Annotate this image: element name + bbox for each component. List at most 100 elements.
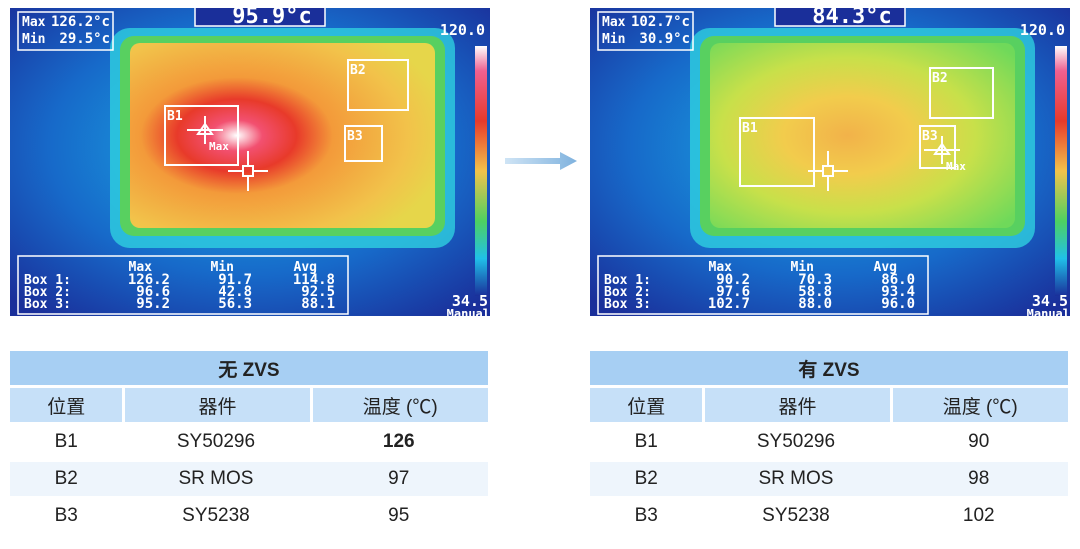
cell: 无 ZVS <box>10 351 488 385</box>
cell: B2 <box>590 462 703 496</box>
max-value: 126.2°c <box>51 14 110 30</box>
cell: 器件 <box>702 388 890 422</box>
cell: 90 <box>968 431 990 452</box>
row: 无 ZVS <box>10 351 488 385</box>
stats-header: Max <box>129 260 153 275</box>
stats-cell: 114.8 <box>293 272 335 288</box>
cell: B1 <box>634 431 658 452</box>
mode: Manual <box>1027 307 1070 316</box>
cell: 102 <box>962 505 995 526</box>
min-value: 30.9°c <box>639 31 690 47</box>
row: B1 SY50296 126 <box>10 425 488 459</box>
max-label: Max <box>22 15 46 30</box>
scale-bottom: 34.5 <box>1032 292 1068 310</box>
cell: SY50296 <box>176 431 256 452</box>
cell: SY5238 <box>762 505 830 526</box>
stats-cell: 90.2 <box>716 272 750 288</box>
stats-header: Avg <box>874 260 897 275</box>
max-label: Max <box>602 15 626 30</box>
box-label: B2 <box>932 71 948 86</box>
stats-cell: Box 3: <box>24 297 71 312</box>
max-marker <box>924 136 960 164</box>
row: B3 SY5238 95 <box>10 499 488 533</box>
measure-box <box>739 117 815 187</box>
row: 位置 器件 温度 (℃) <box>10 388 488 422</box>
cell: 98 <box>889 462 1068 496</box>
mode: Manual <box>447 307 490 316</box>
crosshair-box <box>822 165 834 177</box>
cell: B3 <box>634 505 658 526</box>
box-label: B3 <box>347 129 363 144</box>
thermal-svg: B1 B2 B3 Max Max 102.7°c Min 30.9°c 84.3°c 120.0 3… <box>590 3 1070 321</box>
stats-header: Min <box>791 260 814 275</box>
stats-cell: Box 1: <box>604 273 651 288</box>
stats-cell: Box 2: <box>24 285 71 300</box>
stats-cell: 126.2 <box>128 272 170 288</box>
stats-cell: 92.5 <box>301 284 335 300</box>
scale-top: 120.0 <box>440 21 485 39</box>
thermal-svg: B1 B2 B3 Max Max 126.2°c Min 29.5°c 95.9°c 120.0 3… <box>10 3 490 321</box>
stats-cell: 42.8 <box>218 284 252 300</box>
crosshair-box <box>242 165 254 177</box>
row: 有 ZVS <box>590 351 1068 385</box>
cell: SY5238 <box>182 505 250 526</box>
stats-cell: 88.1 <box>301 296 335 312</box>
box-label: B1 <box>167 109 183 124</box>
stats-header: Min <box>211 260 234 275</box>
stats-cell: Box 1: <box>24 273 71 288</box>
stats-cell: 96.6 <box>136 284 170 300</box>
box-label: B2 <box>350 63 366 78</box>
box-label: B3 <box>922 129 938 144</box>
stats-cell: 97.6 <box>716 284 750 300</box>
cell: B2 <box>10 462 123 496</box>
crosshair <box>808 151 848 191</box>
max-marker-label: Max <box>946 160 966 173</box>
scale-bottom: 34.5 <box>452 292 488 310</box>
min-value: 29.5°c <box>59 31 110 47</box>
cell: 有 ZVS <box>590 351 1068 385</box>
stats-cell: 58.8 <box>798 284 832 300</box>
measure-box <box>929 67 994 119</box>
crosshair <box>228 151 268 191</box>
cell: SR MOS <box>702 462 890 496</box>
stats-cell: 96.0 <box>881 296 915 312</box>
box-label: B1 <box>742 121 758 136</box>
cell: 器件 <box>122 388 310 422</box>
stats-cell: Box 2: <box>604 285 651 300</box>
arrow <box>505 152 577 170</box>
center-temp: 95.9°c <box>232 8 311 29</box>
table: 有 ZVS 位置 器件 温度 (℃) B1 SY50296 90 B2 SR MOS 98 B3 SY… <box>590 348 1068 536</box>
stats-cell: 86.0 <box>881 272 915 288</box>
cell: SR MOS <box>122 462 310 496</box>
center-temp: 84.3°c <box>812 8 891 29</box>
stats-header: Max <box>709 260 733 275</box>
row: B3 SY5238 102 <box>590 499 1068 533</box>
cell: 126 <box>382 431 415 452</box>
cell: 位置 <box>10 388 123 422</box>
min-label: Min <box>22 32 45 47</box>
measure-box <box>919 125 956 169</box>
stats-cell: 88.0 <box>798 296 832 312</box>
row: B2 SR MOS 98 <box>590 462 1068 496</box>
stats-cell: 102.7 <box>708 296 750 312</box>
measure-box <box>344 125 383 162</box>
stats-cell: 91.7 <box>218 272 252 288</box>
cell: 温度 (℃) <box>889 388 1068 422</box>
max-marker <box>187 116 223 144</box>
cell: B1 <box>54 431 78 452</box>
max-value: 102.7°c <box>631 14 690 30</box>
cell: 温度 (℃) <box>309 388 488 422</box>
max-marker-label: Max <box>209 140 229 153</box>
row: B1 SY50296 90 <box>590 425 1068 459</box>
stats-cell: 95.2 <box>136 296 170 312</box>
thermal-image: B1 B2 B3 Max Max 102.7°c Min 30.9°c 84.3°c 120.0 3… <box>590 3 1070 321</box>
cell: SY50296 <box>756 431 836 452</box>
cell: 位置 <box>590 388 703 422</box>
measure-box <box>347 59 409 111</box>
measure-box <box>164 105 239 166</box>
row: B2 SR MOS 97 <box>10 462 488 496</box>
scale-top: 120.0 <box>1020 21 1065 39</box>
stats-cell: 56.3 <box>218 296 252 312</box>
stats-cell: 70.3 <box>798 272 832 288</box>
